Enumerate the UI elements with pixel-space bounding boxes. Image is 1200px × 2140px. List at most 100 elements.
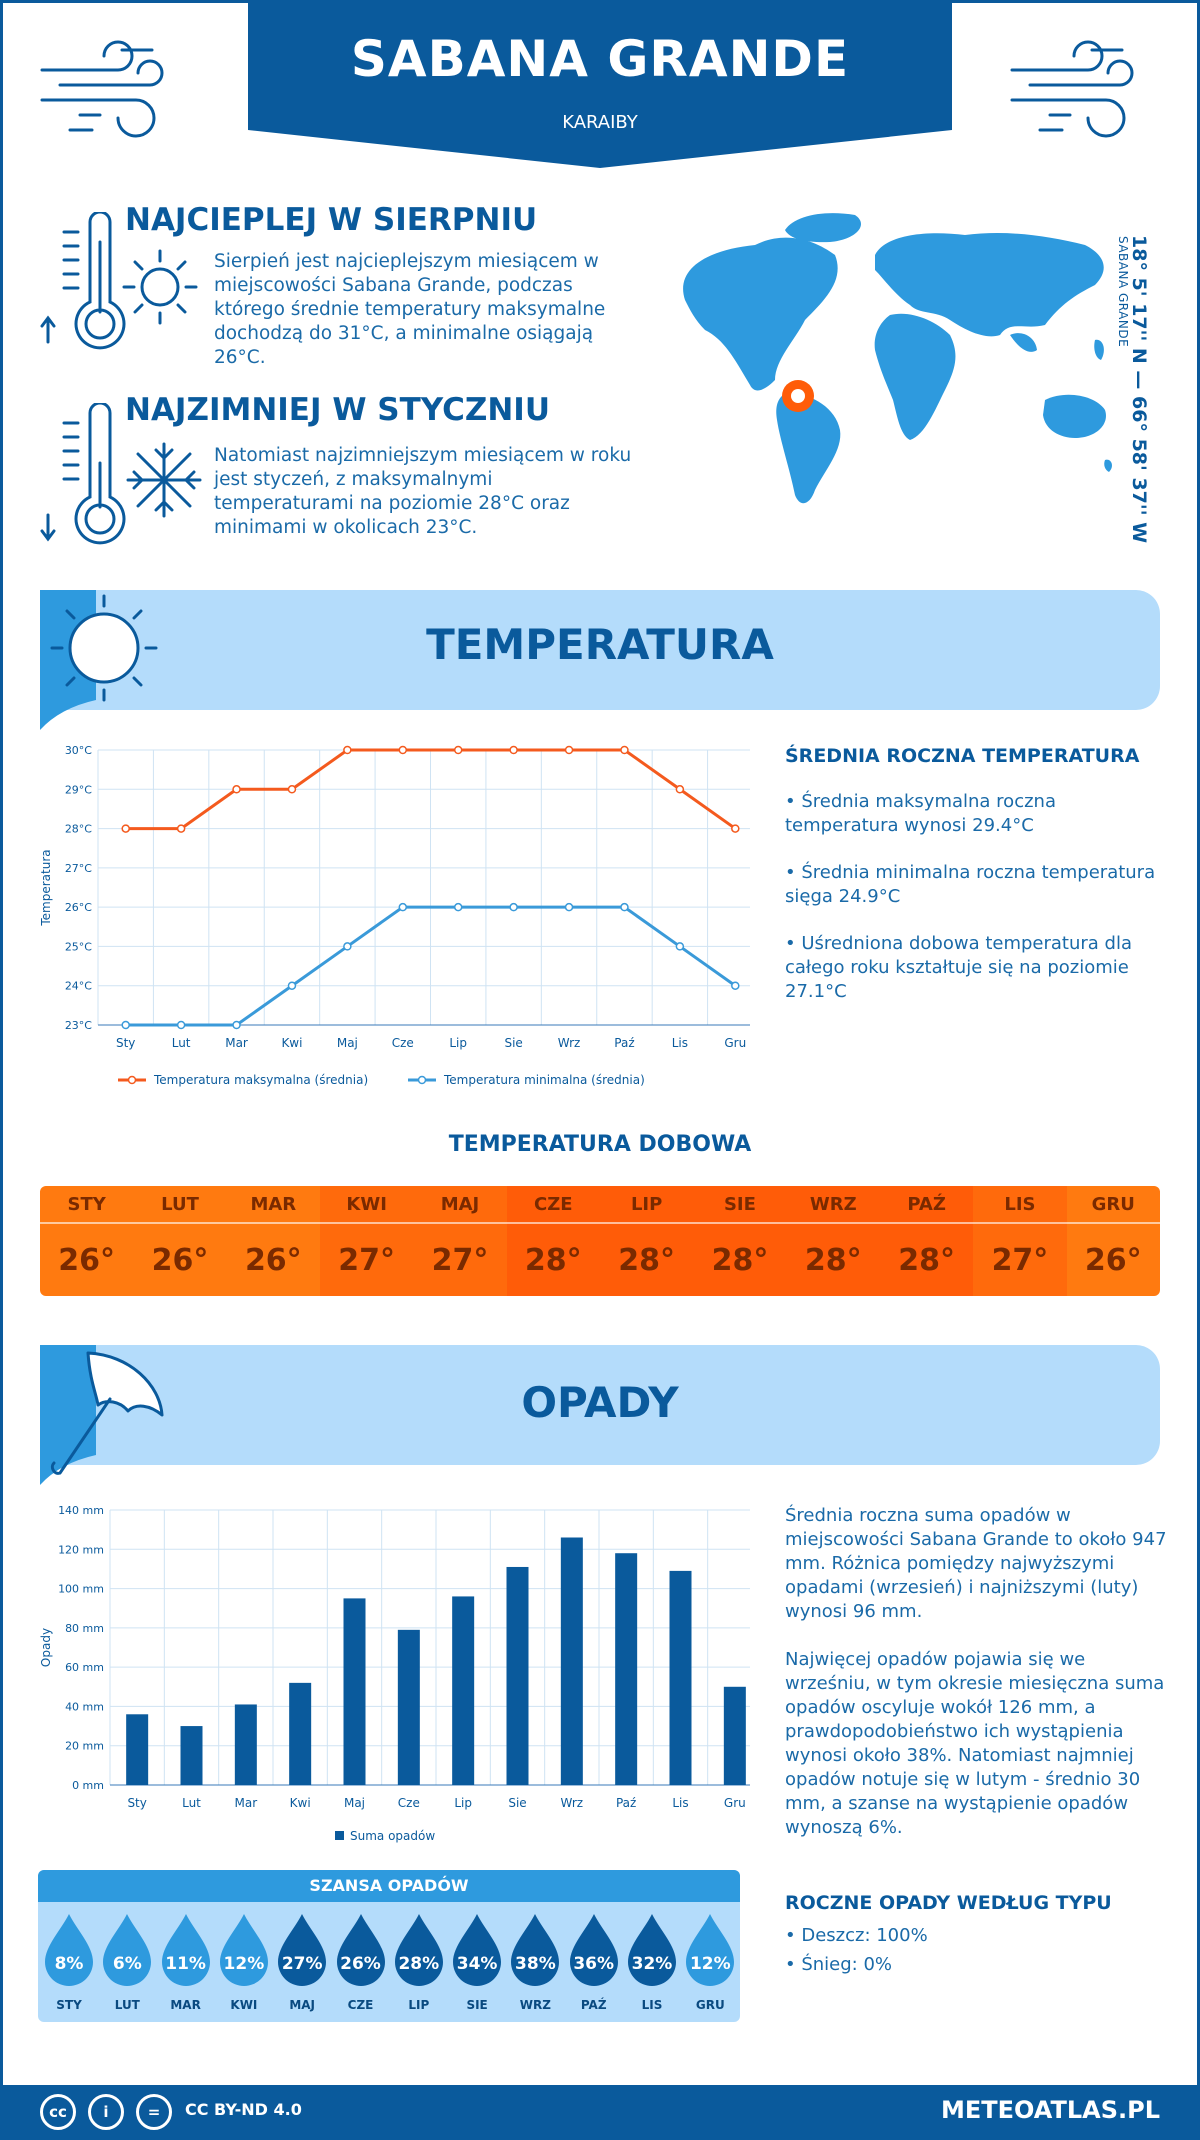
raindrop-icon xyxy=(336,1914,385,1986)
daily-temp-month: WRZ xyxy=(786,1186,880,1224)
x-tick-label: Lut xyxy=(172,1036,191,1050)
precip-bar xyxy=(343,1598,366,1785)
header-banner xyxy=(248,0,952,168)
daily-temp-value: 26° xyxy=(151,1242,209,1278)
data-point xyxy=(398,745,408,755)
raindrop-icon xyxy=(45,1914,93,1986)
y-tick-label: 25°C xyxy=(65,940,92,953)
y-tick-label: 26°C xyxy=(65,901,92,914)
precip-chance-value: 12% xyxy=(689,1954,731,1974)
daily-temp-month: KWI xyxy=(319,1186,414,1224)
precip-title: OPADY xyxy=(521,1378,679,1427)
daily-temp-month: MAR xyxy=(226,1186,320,1224)
raindrop-icon xyxy=(569,1914,618,1986)
data-point xyxy=(176,1020,186,1030)
precip-bar xyxy=(289,1682,312,1785)
precip-chance-value: 28% xyxy=(398,1954,440,1974)
precip-bar xyxy=(506,1566,529,1785)
y-tick-label: 100 mm xyxy=(58,1583,104,1596)
precip-chance-value: 11% xyxy=(165,1954,206,1974)
legend-marker xyxy=(127,1075,137,1085)
precip-chance-month: KWI xyxy=(230,1998,258,2012)
data-point xyxy=(121,1020,130,1030)
precip-snow: • Śnieg: 0% xyxy=(785,1954,893,1975)
data-point xyxy=(176,824,186,833)
max-temp-line xyxy=(125,748,737,831)
raindrop-shape xyxy=(569,1914,618,1986)
y-tick-label: 20 mm xyxy=(65,1740,104,1753)
daily-temp-month: LUT xyxy=(133,1186,227,1224)
data-point xyxy=(509,745,518,755)
footer xyxy=(0,2085,1200,2140)
x-tick-label: Maj xyxy=(337,1036,358,1050)
daily-temp-value: 28° xyxy=(711,1242,769,1278)
raindrop-icon xyxy=(628,1914,676,1986)
data-point xyxy=(675,942,685,951)
temperature-chart: 23°C 24°C 25°C 26°C 27°C 28°C 29°C 30°C Sty Lut Ma… xyxy=(39,744,750,1087)
x-tick-label: Lis xyxy=(672,1036,688,1050)
x-tick-label: Gru xyxy=(724,1036,746,1050)
daily-temp-value: 28° xyxy=(898,1242,955,1278)
x-tick-label: Gru xyxy=(724,1796,746,1810)
legend-swatch xyxy=(335,1831,344,1840)
y-tick-label: 80 mm xyxy=(65,1622,104,1635)
raindrop-shape xyxy=(336,1914,385,1986)
y-tick-label: 40 mm xyxy=(65,1700,104,1713)
data-point xyxy=(398,902,408,912)
x-tick-label: Maj xyxy=(344,1796,365,1810)
y-tick-label: 120 mm xyxy=(58,1543,104,1556)
raindrop-shape xyxy=(161,1914,210,1986)
precip-band xyxy=(40,1345,1160,1465)
warmest-title: NAJCIEPLEJ W SIERPNIU xyxy=(125,202,538,238)
precip-rain: • Deszcz: 100% xyxy=(785,1925,928,1946)
daily-temp-value: 28° xyxy=(524,1242,582,1278)
daily-temp-month: LIS xyxy=(973,1186,1067,1224)
x-tick-label: Lip xyxy=(454,1796,472,1810)
precip-chance-month: PAŹ xyxy=(580,1998,607,2012)
y-axis-label: Temperatura xyxy=(39,849,53,926)
x-tick-label: Sty xyxy=(127,1796,146,1810)
y-tick-label: 140 mm xyxy=(58,1504,104,1517)
warmest-text: Sierpień jest najcieplejszym miesiącem w… xyxy=(214,251,606,368)
page-subtitle: KARAIBY xyxy=(562,112,638,133)
daily-temp-month: GRU xyxy=(1066,1186,1160,1224)
daily-temp-cell: SIE 28° xyxy=(693,1186,787,1296)
daily-temp-value: 26° xyxy=(58,1242,116,1278)
precip-bar xyxy=(180,1726,203,1785)
x-tick-label: Mar xyxy=(235,1796,258,1810)
legend-marker xyxy=(417,1075,427,1085)
daily-temp-cell: WRZ 28° xyxy=(786,1186,880,1296)
daily-temp-value: 28° xyxy=(804,1242,862,1278)
raindrop-shape xyxy=(628,1914,676,1986)
daily-temp-value: 27° xyxy=(338,1242,396,1278)
precip-chance-month: WRZ xyxy=(519,1998,551,2012)
y-axis-label: Opady xyxy=(39,1628,53,1667)
daily-temp-month: STY xyxy=(40,1186,134,1224)
temperature-title: TEMPERATURA xyxy=(426,620,774,669)
min-temp-line xyxy=(125,905,737,1027)
precip-chance-month: SIE xyxy=(466,1998,488,2012)
data-point xyxy=(121,824,130,833)
thermometer-down-icon xyxy=(40,403,126,545)
site-link[interactable]: METEOATLAS.PL xyxy=(940,2096,1160,2124)
precip-chance-value: 38% xyxy=(515,1954,556,1974)
avg-daily-bullet: • Uśredniona dobowa temperatura dla całe… xyxy=(785,933,1133,1002)
raindrop-shape xyxy=(394,1914,443,1986)
attribution-icon: i xyxy=(88,2094,124,2130)
coldest-title: NAJZIMNIEJ W STYCZNIU xyxy=(125,392,550,428)
daily-temp-cell: STY 26° xyxy=(40,1186,134,1296)
y-tick-label: 28°C xyxy=(65,823,92,836)
avg-temp-title: ŚREDNIA ROCZNA TEMPERATURA xyxy=(785,745,1140,767)
y-tick-label: 24°C xyxy=(65,980,92,993)
daily-temp-month: SIE xyxy=(693,1186,787,1224)
wind-icon xyxy=(1010,40,1134,138)
precip-bar xyxy=(723,1686,746,1785)
precip-chance-value: 27% xyxy=(281,1954,323,1974)
precip-bar xyxy=(126,1714,149,1785)
page-title: SABANA GRANDE xyxy=(350,30,850,88)
x-tick-label: Paź xyxy=(616,1796,636,1810)
precip-bar xyxy=(669,1570,692,1785)
raindrop-shape xyxy=(453,1914,502,1986)
legend-label: Temperatura maksymalna (średnia) xyxy=(153,1073,368,1087)
precip-chart: 0 mm 20 mm 40 mm 60 mm 80 mm 100 mm 120 mm 140 … xyxy=(39,1504,750,1843)
